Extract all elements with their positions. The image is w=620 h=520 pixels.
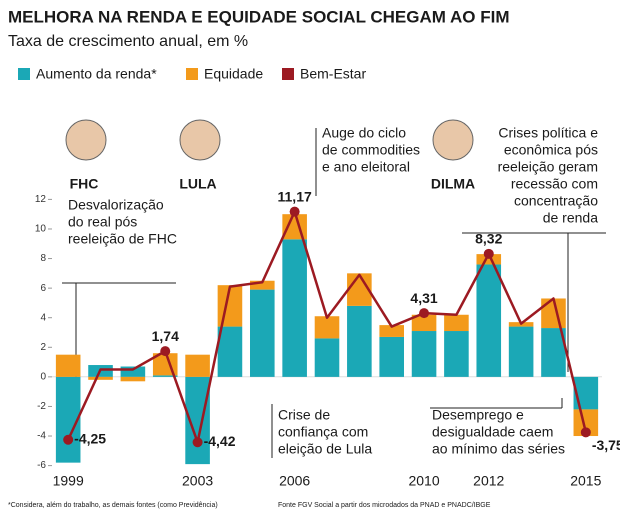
- president-label: FHC: [70, 176, 99, 192]
- annotation: Crises política e: [498, 125, 598, 141]
- bar: [347, 305, 372, 377]
- x-tick-label: 2015: [570, 473, 601, 489]
- faces: [65, 119, 474, 161]
- y-tick-label: -6: [37, 460, 46, 471]
- data-label: 1,74: [152, 328, 179, 344]
- y-tick-label: 6: [40, 283, 46, 294]
- y-tick-label: 4: [40, 312, 46, 323]
- annotation: desigualdade caem: [432, 424, 553, 440]
- x-tick-label: 2012: [473, 473, 504, 489]
- data-label: 11,17: [278, 188, 312, 204]
- bar: [120, 366, 146, 377]
- y-tick-label: 2: [40, 342, 46, 353]
- y-tick-label: 12: [35, 194, 47, 205]
- line-marker: [289, 206, 300, 217]
- bar: [314, 316, 340, 339]
- bar: [314, 338, 340, 377]
- face-fhc: [65, 119, 107, 161]
- line-marker: [419, 308, 430, 319]
- legend-label: Aumento da renda*: [36, 66, 157, 82]
- bar: [282, 214, 307, 240]
- bar: [217, 326, 243, 377]
- bar: [185, 354, 210, 377]
- y-tick-label: 10: [35, 224, 47, 235]
- bar: [120, 376, 146, 382]
- bar: [55, 354, 81, 377]
- line-marker: [63, 434, 74, 445]
- annotation: Crise de: [278, 407, 330, 423]
- bar: [411, 314, 437, 332]
- bar: [379, 325, 404, 337]
- legend-label: Bem-Estar: [300, 66, 366, 82]
- line-marker: [192, 437, 203, 448]
- x-tick-label: 2003: [182, 473, 213, 489]
- bar: [379, 336, 404, 377]
- bar: [444, 331, 469, 377]
- data-label: 4,31: [410, 290, 437, 306]
- bar: [88, 376, 113, 380]
- annotation: reeleição geram: [498, 159, 598, 175]
- line-marker: [483, 248, 494, 259]
- data-label: -4,25: [74, 430, 106, 446]
- bar: [411, 331, 437, 377]
- bar: [508, 326, 534, 377]
- annotation: confiança com: [278, 424, 368, 440]
- bar: [476, 264, 502, 377]
- annotation: Desemprego e: [432, 407, 524, 423]
- y-tick-label: 8: [40, 253, 46, 264]
- annotation: Auge do ciclo: [322, 125, 406, 141]
- data-label: -4,42: [204, 433, 236, 449]
- bar: [476, 254, 502, 265]
- legend-swatch: [186, 68, 198, 80]
- president-label: DILMA: [431, 176, 475, 192]
- x-tick-label: 1999: [53, 473, 84, 489]
- bar: [444, 314, 469, 332]
- face-dilma: [432, 119, 474, 161]
- x-tick-label: 2010: [408, 473, 439, 489]
- annotation: eleição de Lula: [278, 441, 372, 457]
- legend-label: Equidade: [204, 66, 263, 82]
- annotation: de commodities: [322, 142, 420, 158]
- y-tick-label: -2: [37, 401, 46, 412]
- footnote: *Considera, além do trabalho, as demais …: [8, 502, 218, 509]
- x-tick-label: 2006: [279, 473, 310, 489]
- president-label: LULA: [179, 176, 216, 192]
- line: [67, 210, 588, 444]
- line-marker: [160, 346, 171, 357]
- annotation: econômica pós: [504, 142, 598, 158]
- bar: [250, 280, 275, 290]
- bar: [250, 289, 275, 377]
- bar: [282, 239, 307, 377]
- chart-title: MELHORA NA RENDA E EQUIDADE SOCIAL CHEGA…: [8, 7, 510, 26]
- annotation: Desvalorização: [68, 197, 164, 213]
- annotation: ao mínimo das séries: [432, 441, 565, 457]
- y-tick-label: -4: [37, 431, 46, 442]
- face-lula: [179, 119, 221, 161]
- source: Fonte FGV Social a partir dos microdados…: [278, 502, 491, 509]
- annotation: recessão com: [511, 176, 598, 192]
- legend-swatch: [282, 68, 294, 80]
- annotation: reeleição de FHC: [68, 231, 177, 247]
- chart-subtitle: Taxa de crescimento anual, em %: [8, 33, 248, 50]
- bar: [152, 375, 178, 377]
- data-label: -3,75: [592, 437, 620, 453]
- annotation: de renda: [543, 210, 598, 226]
- annotation: do real pós: [68, 214, 137, 230]
- y-tick-label: 0: [40, 372, 46, 383]
- annotation: e ano eleitoral: [322, 159, 410, 175]
- data-label: 8,32: [475, 231, 502, 247]
- annotation: concentração: [514, 193, 598, 209]
- legend-swatch: [18, 68, 30, 80]
- line-marker: [580, 427, 591, 438]
